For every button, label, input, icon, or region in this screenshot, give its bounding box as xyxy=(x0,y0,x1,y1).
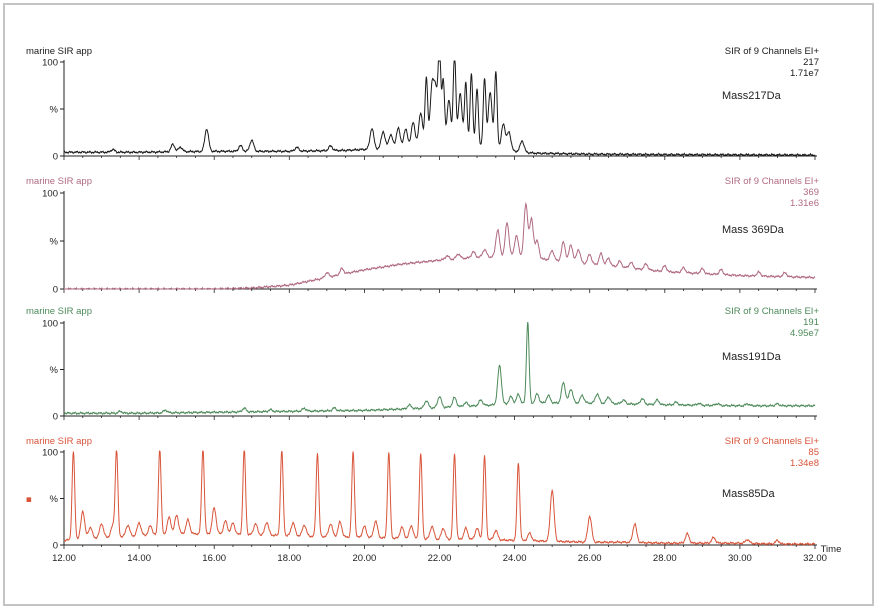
y-tick-label: 0 xyxy=(53,285,58,296)
trace-line-217 xyxy=(63,60,816,157)
panel-header-line: 1.31e6 xyxy=(790,198,819,209)
mass-label: Mass85Da xyxy=(722,488,775,500)
panel-marker: ■ xyxy=(26,495,32,506)
trace-line-369 xyxy=(63,201,816,290)
y-tick-label: % xyxy=(50,237,59,248)
y-tick-label: 100 xyxy=(42,448,58,459)
panel-header-line: SIR of 9 Channels EI+ xyxy=(725,176,820,187)
panel-header-line: 217 xyxy=(803,57,819,68)
x-tick-label: 28.00 xyxy=(653,553,677,564)
y-tick-label: % xyxy=(50,105,59,116)
x-tick-label: 14.00 xyxy=(127,553,151,564)
mass-label: Mass191Da xyxy=(722,351,782,363)
panel-header-line: SIR of 9 Channels EI+ xyxy=(725,306,820,317)
y-tick-label: 0 xyxy=(53,152,58,163)
y-tick-label: 0 xyxy=(53,412,58,423)
x-tick-label: 18.00 xyxy=(277,553,301,564)
panel-app-label: marine SIR app xyxy=(26,436,92,447)
panel-header-line: SIR of 9 Channels EI+ xyxy=(725,436,820,447)
x-tick-label: 20.00 xyxy=(353,553,377,564)
x-tick-label: 12.00 xyxy=(52,553,76,564)
x-tick-label: 32.00 xyxy=(803,553,827,564)
x-axis-label: Time xyxy=(821,544,842,555)
trace-line-191 xyxy=(63,321,816,416)
mass-label: Mass217Da xyxy=(722,90,782,102)
x-tick-label: 22.00 xyxy=(428,553,452,564)
mass-label: Mass 369Da xyxy=(722,224,785,236)
x-tick-label: 30.00 xyxy=(728,553,752,564)
panel-app-label: marine SIR app xyxy=(26,306,92,317)
panel-app-label: marine SIR app xyxy=(26,176,92,187)
panel-header-line: 369 xyxy=(803,187,819,198)
y-tick-label: % xyxy=(50,365,59,376)
y-tick-label: % xyxy=(50,494,59,505)
x-tick-label: 16.00 xyxy=(202,553,226,564)
y-tick-label: 100 xyxy=(42,189,58,200)
x-tick-label: 26.00 xyxy=(578,553,602,564)
panel-header-line: SIR of 9 Channels EI+ xyxy=(725,46,820,57)
panel-header-line: 4.95e7 xyxy=(790,328,819,339)
trace-line-85 xyxy=(63,450,816,546)
panel-header-line: 1.34e8 xyxy=(790,458,819,469)
y-tick-label: 100 xyxy=(42,319,58,330)
y-tick-label: 0 xyxy=(53,541,58,552)
panel-header-line: 1.71e7 xyxy=(790,68,819,79)
x-tick-label: 24.00 xyxy=(503,553,527,564)
y-tick-label: 100 xyxy=(42,58,58,69)
chart-frame xyxy=(3,3,874,606)
panel-header-line: 191 xyxy=(803,317,819,328)
panel-header-line: 85 xyxy=(808,447,819,458)
panel-app-label: marine SIR app xyxy=(26,46,92,57)
